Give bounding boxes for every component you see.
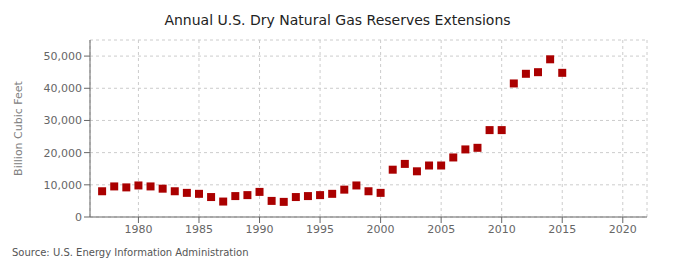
svg-text:2005: 2005 (427, 223, 455, 236)
svg-text:50,000: 50,000 (44, 50, 83, 63)
svg-text:40,000: 40,000 (44, 82, 83, 95)
svg-text:1985: 1985 (185, 223, 213, 236)
svg-text:1995: 1995 (306, 223, 334, 236)
svg-text:2000: 2000 (367, 223, 395, 236)
svg-text:2010: 2010 (488, 223, 516, 236)
svg-text:2020: 2020 (609, 223, 637, 236)
svg-text:Billion Cubic Feet: Billion Cubic Feet (12, 80, 25, 175)
svg-text:10,000: 10,000 (44, 179, 83, 192)
svg-text:0: 0 (75, 211, 82, 224)
svg-text:2015: 2015 (548, 223, 576, 236)
svg-text:30,000: 30,000 (44, 114, 83, 127)
svg-text:1990: 1990 (246, 223, 274, 236)
html-text:Source: U.S. Energy Informatio: Source: U.S. Energy Information Administ… (12, 247, 249, 258)
svg-text:20,000: 20,000 (44, 147, 83, 160)
svg-text:1980: 1980 (124, 223, 152, 236)
html-text:Annual U.S. Dry Natural Gas Re: Annual U.S. Dry Natural Gas Reserves Ext… (164, 12, 511, 28)
